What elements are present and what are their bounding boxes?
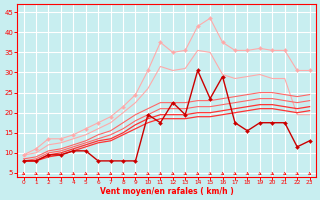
X-axis label: Vent moyen/en rafales ( km/h ): Vent moyen/en rafales ( km/h ) bbox=[100, 187, 234, 196]
